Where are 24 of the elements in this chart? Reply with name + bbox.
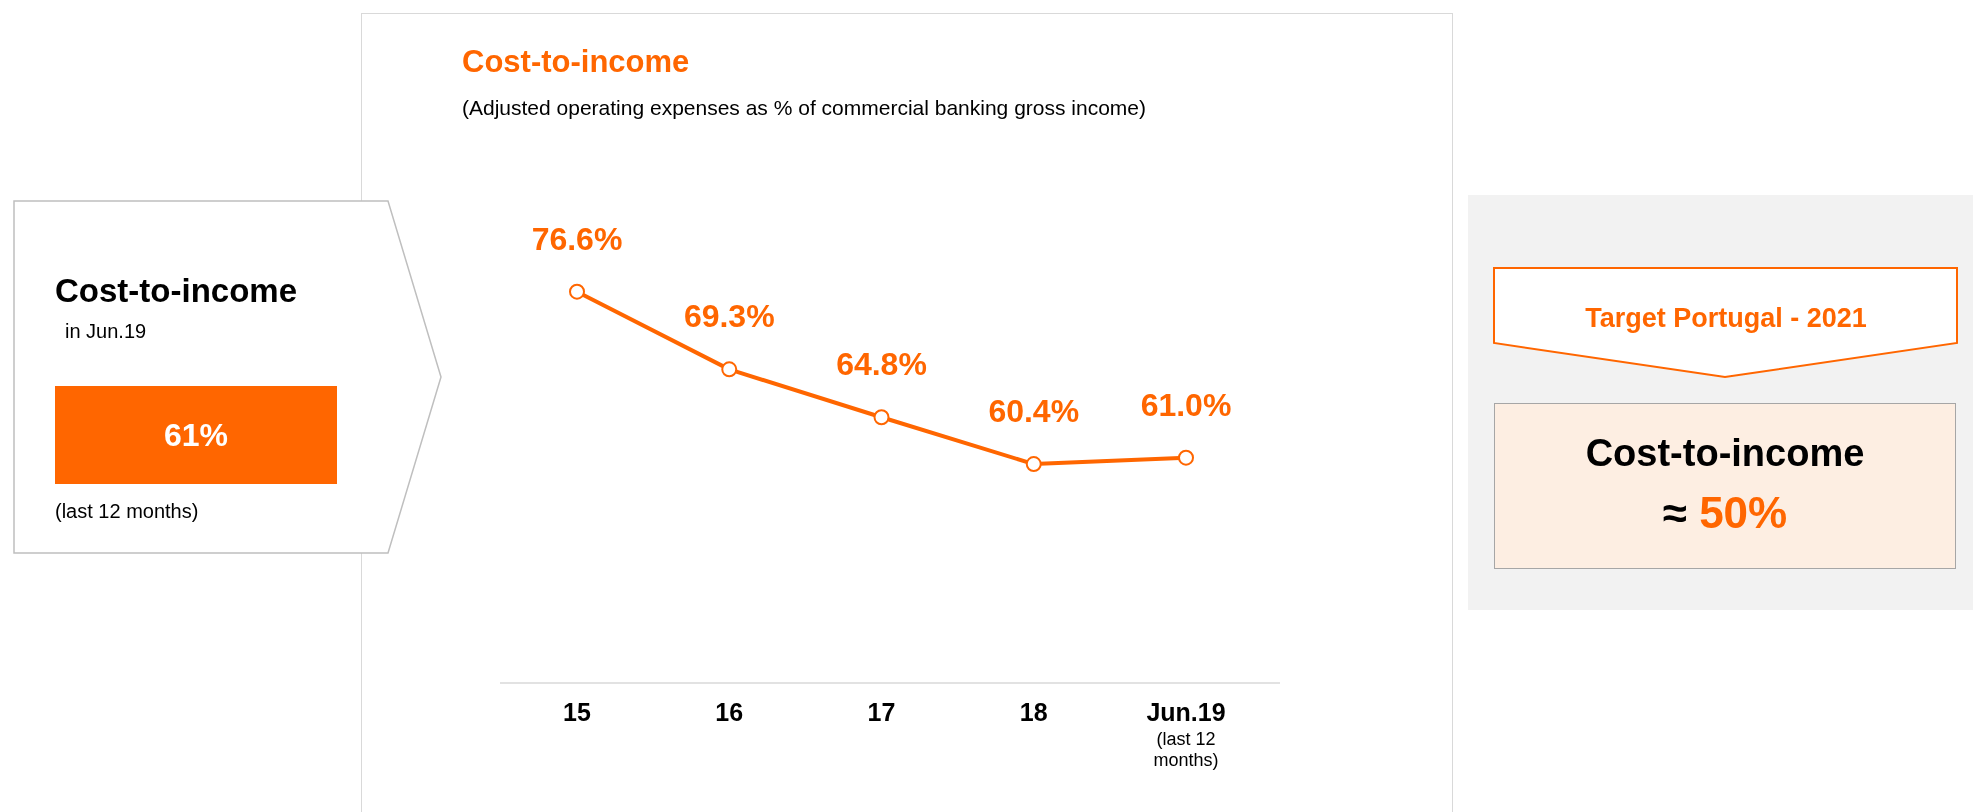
text: 61% xyxy=(55,386,337,484)
data-label: 61.0% xyxy=(1140,386,1232,423)
text: Cost-to-income xyxy=(55,272,297,310)
point xyxy=(1178,449,1194,466)
x-tick-label: 16 xyxy=(715,698,744,726)
data-label: 76.6% xyxy=(531,220,623,257)
x-tick-label: 15 xyxy=(563,698,591,726)
x-tick-label: Jun.19 (last 12 months) xyxy=(1146,698,1226,770)
text: (last 12 months) xyxy=(55,500,199,523)
point xyxy=(721,361,738,378)
point xyxy=(1025,456,1042,473)
text: ≈ 50% xyxy=(1662,488,1788,537)
chart-subtitle: (Adjusted operating expenses as % of commercial banking gross income) xyxy=(462,96,1147,120)
data-label: 60.4% xyxy=(988,393,1080,430)
point xyxy=(873,409,890,426)
data-label: 64.8% xyxy=(836,346,927,383)
chart-title: Cost-to-income xyxy=(462,44,690,80)
x-tick-label: 18 xyxy=(1019,698,1048,726)
data-label: 69.3% xyxy=(683,298,775,335)
text: Target Portugal - 2021 xyxy=(1584,303,1868,334)
point xyxy=(569,283,585,300)
x-tick-label: 17 xyxy=(867,698,896,726)
text: Cost-to-income xyxy=(1584,432,1866,475)
text: in Jun.19 xyxy=(65,320,147,343)
